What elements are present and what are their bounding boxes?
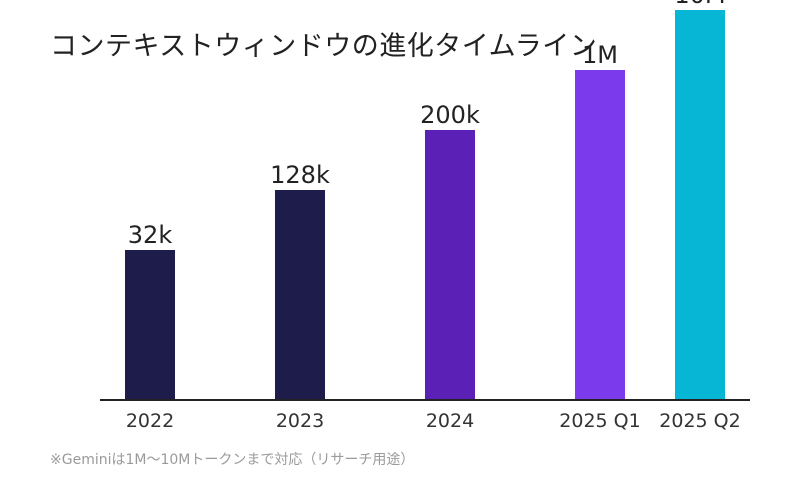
footnote: ※Geminiは1M〜10Mトークンまで対応（リサーチ用途） (50, 452, 415, 468)
chart-title: コンテキストウィンドウの進化タイムライン (50, 31, 598, 62)
bar (275, 190, 325, 400)
x-tick-label: 2022 (126, 410, 174, 432)
bar-value-label: 32k (128, 221, 173, 249)
x-tick-label: 2023 (276, 410, 324, 432)
x-tick-label: 2024 (426, 410, 474, 432)
bar-value-label: 1M (582, 41, 618, 69)
bar (675, 10, 725, 400)
bar-value-label: 128k (270, 161, 330, 189)
bar-value-label: 10M (674, 0, 725, 9)
x-tick-label: 2025 Q1 (559, 410, 640, 432)
x-tick-label: 2025 Q2 (659, 410, 740, 432)
bar (425, 130, 475, 400)
bar (575, 70, 625, 400)
bar-value-label: 200k (420, 101, 480, 129)
bar (125, 250, 175, 400)
